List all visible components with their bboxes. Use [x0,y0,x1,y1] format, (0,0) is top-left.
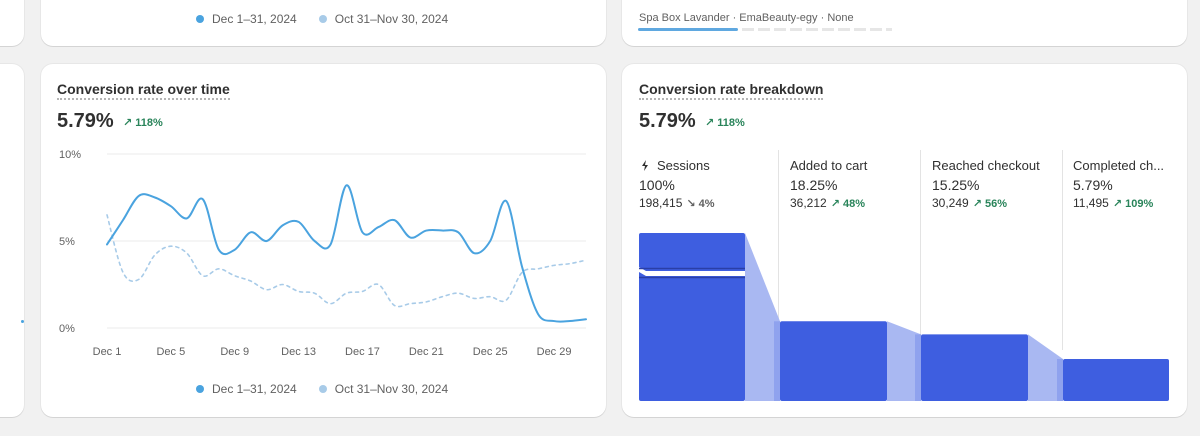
stage-divider-1 [778,150,779,350]
legend-item-previous[interactable]: Oct 31–Nov 30, 2024 [318,382,449,396]
y-tick-label: 5% [59,236,75,248]
stage-name: Completed ch... [1073,158,1165,173]
conversion-over-time-value: 5.79% [57,110,114,132]
funnel-flow-1 [745,233,780,401]
x-tick-label: Dec 13 [281,346,316,358]
left-partial-card [0,64,24,417]
funnel-stage-reached-checkout[interactable]: Reached checkout 15.25% 30,249 ↗ 56% [932,158,1040,218]
stage-count: 30,249 [932,196,969,210]
x-tick-label: Dec 9 [220,346,249,358]
top-left-legend: Dec 1–31, 2024 Oct 31–Nov 30, 2024 [196,12,448,26]
stage-divider-3 [1062,150,1063,350]
stage-name: Added to cart [790,158,868,173]
legend-label-current: Dec 1–31, 2024 [212,382,297,396]
conversion-breakdown-delta: ↗ 118% [705,117,745,129]
stage-count: 36,212 [790,196,827,210]
funnel-flow-2 [887,321,921,401]
stage-divider-2 [920,150,921,350]
funnel-flow-edge-3 [1057,359,1063,401]
legend-dot-current [196,15,204,23]
funnel-flow-edge-1 [774,321,780,401]
legend-dot-previous [318,15,327,23]
left-partial-card-top [0,0,24,46]
conversion-over-time-title[interactable]: Conversion rate over time [57,81,230,100]
legend-label-current: Dec 1–31, 2024 [212,12,297,26]
y-tick-label: 0% [59,323,75,335]
stage-count: 198,415 [639,196,683,210]
conversion-over-time-legend: Dec 1–31, 2024 Oct 31–Nov 30, 2024 [196,382,448,396]
faded-row-text [742,28,892,31]
conversion-breakdown-card: Conversion rate breakdown 5.79% ↗ 118% S… [622,64,1187,417]
funnel-stage-completed-checkout[interactable]: Completed ch... 5.79% 11,495 ↗ 109% [1073,158,1164,218]
funnel-chart[interactable] [622,64,1187,417]
stage-name: Sessions [657,158,710,173]
stage-change: ↗ 56% [972,198,1007,210]
stage-name: Reached checkout [932,158,1040,173]
x-tick-label: Dec 1 [93,346,122,358]
funnel-bar-2[interactable] [780,321,887,401]
conversion-over-time-card: Conversion rate over time 5.79% ↗ 118% 1… [41,64,606,417]
sessions-filter-icon [642,160,648,171]
funnel-stage-sessions[interactable]: Sessions 100% 198,415 ↘ 4% [639,158,715,218]
legend-item-previous[interactable]: Oct 31–Nov 30, 2024 [318,12,449,26]
product-tab-underline [638,28,738,31]
stage-percent: 15.25% [932,177,980,193]
legend-item-current[interactable]: Dec 1–31, 2024 [196,382,297,396]
stage-percent: 5.79% [1073,177,1113,193]
conversion-line-chart[interactable]: 10% 5% 0% Dec 1 Dec 5 Dec 9 Dec 13 Dec 17 Dec 21… [41,64,606,364]
legend-item-current[interactable]: Dec 1–31, 2024 [196,12,297,26]
conversion-breakdown-value: 5.79% [639,110,696,132]
legend-dot-current [196,385,204,393]
legend-dot-previous [318,385,327,393]
stage-change: ↗ 109% [1112,198,1154,210]
funnel-bar-1[interactable] [639,233,745,401]
series-line-current[interactable] [106,184,587,323]
funnel-flow-edge-2 [915,334,921,401]
left-partial-chart-dot [21,320,24,323]
funnel-bar-3[interactable] [921,334,1028,401]
top-right-card: Spa Box Lavander · EmaBeauty-egy · None [622,0,1187,46]
x-tick-label: Dec 5 [156,346,185,358]
legend-label-previous: Oct 31–Nov 30, 2024 [334,12,449,26]
legend-label-previous: Oct 31–Nov 30, 2024 [334,382,449,396]
top-product-line[interactable]: Spa Box Lavander · EmaBeauty-egy · None [639,12,854,24]
x-tick-label: Dec 21 [409,346,444,358]
funnel-stage-added-to-cart[interactable]: Added to cart 18.25% 36,212 ↗ 48% [790,158,867,218]
x-tick-label: Dec 29 [537,346,572,358]
funnel-bar-break-marker [639,267,745,276]
stage-change: ↘ 4% [686,198,715,210]
x-tick-label: Dec 17 [345,346,380,358]
stage-percent: 18.25% [790,177,838,193]
top-left-card: Dec 1–31, 2024 Oct 31–Nov 30, 2024 [41,0,606,46]
y-tick-label: 10% [59,149,81,161]
conversion-breakdown-title[interactable]: Conversion rate breakdown [639,81,824,100]
x-tick-label: Dec 25 [473,346,508,358]
conversion-over-time-delta: ↗ 118% [123,117,163,129]
funnel-bar-4[interactable] [1063,359,1169,401]
stage-percent: 100% [639,177,675,193]
stage-change: ↗ 48% [830,198,865,210]
funnel-flow-3 [1028,334,1063,401]
stage-count: 11,495 [1073,196,1109,210]
